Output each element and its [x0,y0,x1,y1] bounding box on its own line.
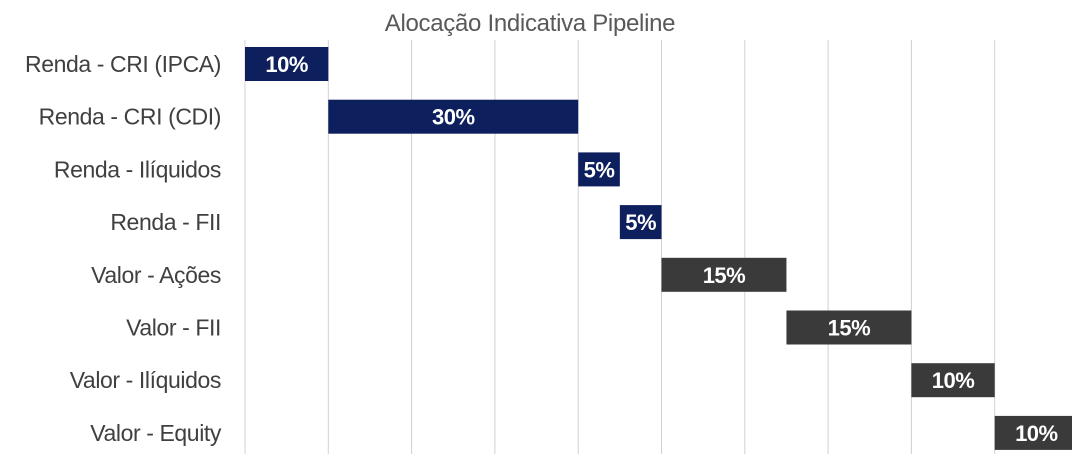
category-label: Renda - Ilíquidos [54,156,221,182]
bar [619,205,662,240]
chart-title: Alocação Indicativa Pipeline [384,10,676,37]
bar [786,310,912,345]
category-label: Renda - CRI (IPCA) [25,51,221,77]
bar [661,257,787,292]
category-label: Valor - Ilíquidos [70,367,221,393]
category-label: Renda - CRI (CDI) [39,104,221,130]
bar-data-label: 10% [265,52,308,77]
category-label: Renda - FII [110,209,221,235]
bar [578,152,620,187]
bar-data-label: 15% [828,316,871,341]
category-label: Valor - FII [126,315,221,341]
bar [994,415,1072,450]
bar-data-label: 15% [703,263,746,288]
category-label: Valor - Equity [90,420,222,446]
bar-data-label: 5% [584,157,615,182]
bar [911,363,995,398]
bar-data-label: 5% [625,210,656,235]
bar [328,99,579,134]
bar-data-label: 10% [1015,421,1058,446]
bar-data-label: 30% [432,105,475,130]
bar [245,47,329,81]
category-labels: Renda - CRI (IPCA) Renda - CRI (CDI) Renda… [25,51,222,446]
bar-data-label: 10% [932,368,975,393]
bars: 10% 30% 5% 5% 15% 15% 10% 10% [245,47,1072,450]
category-label: Valor - Ações [91,262,221,288]
